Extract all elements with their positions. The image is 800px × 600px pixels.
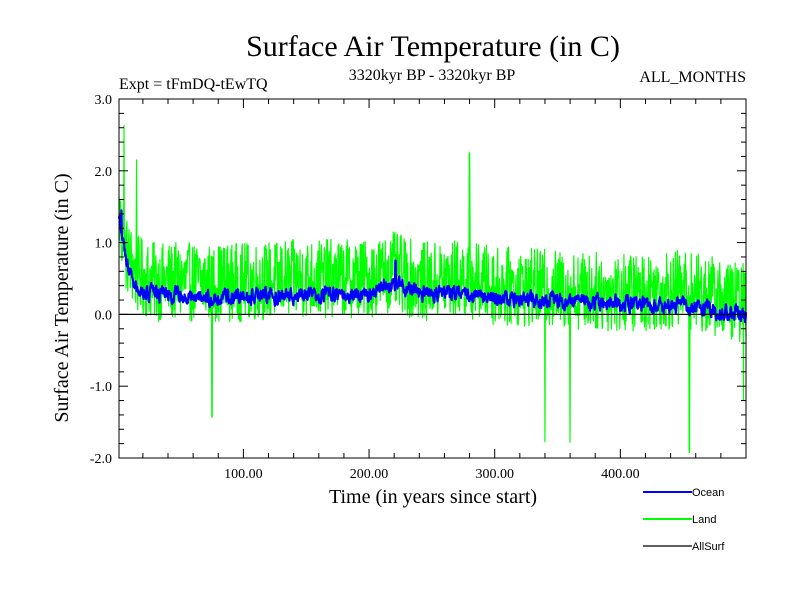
x-tick-label: 300.00 xyxy=(475,467,514,482)
plot-frame xyxy=(118,98,747,459)
axis-layer: 100.00 200.00 300.00 400.00 -2.0 -1.0 0.0 1.0 2.… xyxy=(90,93,747,482)
plot-area: 100.00 200.00 300.00 400.00 -2.0 -1.0 0.0 1.0 2.… xyxy=(90,93,748,482)
x-tick-label: 400.00 xyxy=(601,467,640,482)
x-tick-label: 200.00 xyxy=(350,467,389,482)
chart-subtitle-right: ALL_MONTHS xyxy=(639,69,746,86)
y-tick-label: 2.0 xyxy=(95,165,113,180)
legend-label-land: Land xyxy=(692,514,716,526)
y-tick-label: -1.0 xyxy=(90,380,112,395)
series-line-ocean xyxy=(117,209,748,324)
x-axis-label: Time (in years since start) xyxy=(329,486,537,508)
y-tick-label: 3.0 xyxy=(95,93,113,108)
chart-title: Surface Air Temperature (in C) xyxy=(246,30,620,63)
legend-label-allsurf: AllSurf xyxy=(692,541,725,553)
y-tick-label: 0.0 xyxy=(95,308,113,323)
y-tick-label: -2.0 xyxy=(90,452,112,467)
y-axis-label: Surface Air Temperature (in C) xyxy=(51,173,73,422)
y-tick-label: 1.0 xyxy=(95,237,113,252)
chart-subtitle-center: 3320kyr BP - 3320kyr BP xyxy=(349,67,516,84)
series-layer xyxy=(117,124,748,453)
series-line-land xyxy=(118,124,747,453)
legend-label-ocean: Ocean xyxy=(692,487,724,499)
chart-subtitle-left: Expt = tFmDQ-tEwTQ xyxy=(119,76,268,93)
legend: Ocean Land AllSurf xyxy=(643,487,725,553)
x-tick-label: 100.00 xyxy=(224,467,263,482)
